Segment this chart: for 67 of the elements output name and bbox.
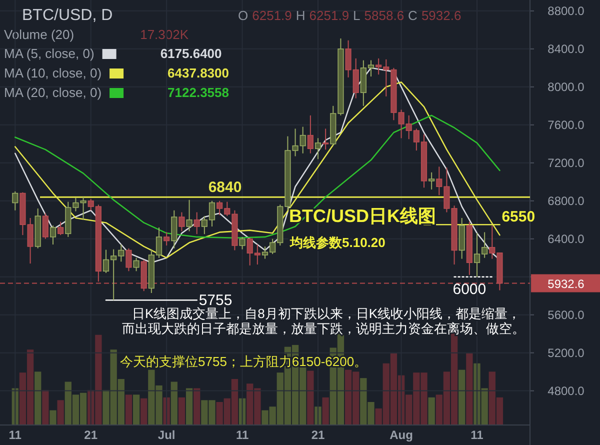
x-tick-label: Jul xyxy=(158,428,176,442)
bar xyxy=(42,390,49,425)
annotation: 6000 xyxy=(452,280,486,298)
y-tick-label: 6400.0 xyxy=(548,232,585,246)
candlestick xyxy=(164,232,170,246)
x-tick-label: Aug xyxy=(390,428,413,442)
candlestick xyxy=(50,225,56,246)
candlestick xyxy=(314,138,322,160)
bar xyxy=(132,394,140,425)
y-tick-label: 5200.0 xyxy=(548,346,585,360)
bar xyxy=(125,394,132,425)
annotation: 6175.6400 xyxy=(160,46,222,61)
y-tick-label: 8400.0 xyxy=(548,42,585,56)
x-tick-label: 11 xyxy=(236,428,249,442)
bar xyxy=(186,388,193,425)
y-tick-label: 7600.0 xyxy=(548,118,585,132)
candlestick xyxy=(178,212,185,232)
candlestick xyxy=(58,221,64,236)
x-tick-label: 21 xyxy=(84,428,98,442)
candlestick xyxy=(186,199,192,232)
text: Volume (20) xyxy=(4,27,74,42)
candlestick xyxy=(239,236,246,250)
bar xyxy=(307,370,314,425)
bar xyxy=(140,398,148,425)
candlestick xyxy=(42,212,48,240)
chart-title: BTC/USD, D xyxy=(22,7,113,24)
bar xyxy=(178,397,186,425)
candlestick xyxy=(428,172,435,190)
y-tick-label: 8000.0 xyxy=(548,80,585,94)
ref-line-label: 6840 xyxy=(208,179,242,196)
y-tick-label: 8800.0 xyxy=(548,4,585,18)
annotation: 今天的支撑位5755；上方阻力6150-6200。 xyxy=(120,354,368,369)
candlestick xyxy=(322,128,329,150)
bar xyxy=(50,410,56,425)
annotation: O 6251.9 H 6251.9 L 5858.6 C 5932.6 xyxy=(238,8,462,23)
y-tick-label: 7200.0 xyxy=(548,156,585,170)
x-tick-label: 21 xyxy=(311,428,325,442)
bar xyxy=(466,353,473,425)
annotation: 6437.8300 xyxy=(168,66,229,80)
annotation: 日K线图成交量上，自8月初下跌以来，日K线收小阳线，都是缩量， xyxy=(132,306,521,321)
x-tick-label: 11 xyxy=(470,428,484,442)
annotation: 而出现大跌的日子都是放量，放量下跌，说明主力资金在离场、做空。 xyxy=(122,321,525,336)
y-tick-label: 5600.0 xyxy=(548,308,585,322)
bar xyxy=(322,397,329,425)
legend-label: MA (10, close, 0) xyxy=(4,66,102,80)
candlestick xyxy=(307,114,314,154)
candlestick xyxy=(133,257,140,272)
bar xyxy=(34,372,42,425)
annotation: 均线参数5.10.20 xyxy=(289,235,386,250)
annotation: 6550 xyxy=(502,208,536,226)
x-tick-label: 11 xyxy=(8,428,22,442)
annotation: 7122.3558 xyxy=(168,85,229,100)
y-tick-label: 6800.0 xyxy=(548,194,585,208)
bar xyxy=(458,370,466,425)
bar xyxy=(57,400,64,425)
candlestick xyxy=(194,212,200,235)
legend-label: MA (5, close, 0) xyxy=(4,46,94,61)
y-tick-label: 4800.0 xyxy=(548,384,585,398)
bar xyxy=(170,382,178,425)
candlestick xyxy=(171,210,178,249)
ref-line-label: 5932.6 xyxy=(548,277,585,292)
candlestick xyxy=(126,248,132,272)
bar xyxy=(194,388,200,425)
legend-label: MA (20, close, 0) xyxy=(4,85,102,100)
annotation: 17.302K xyxy=(140,27,189,42)
candlestick xyxy=(12,190,18,211)
bar xyxy=(428,397,435,425)
